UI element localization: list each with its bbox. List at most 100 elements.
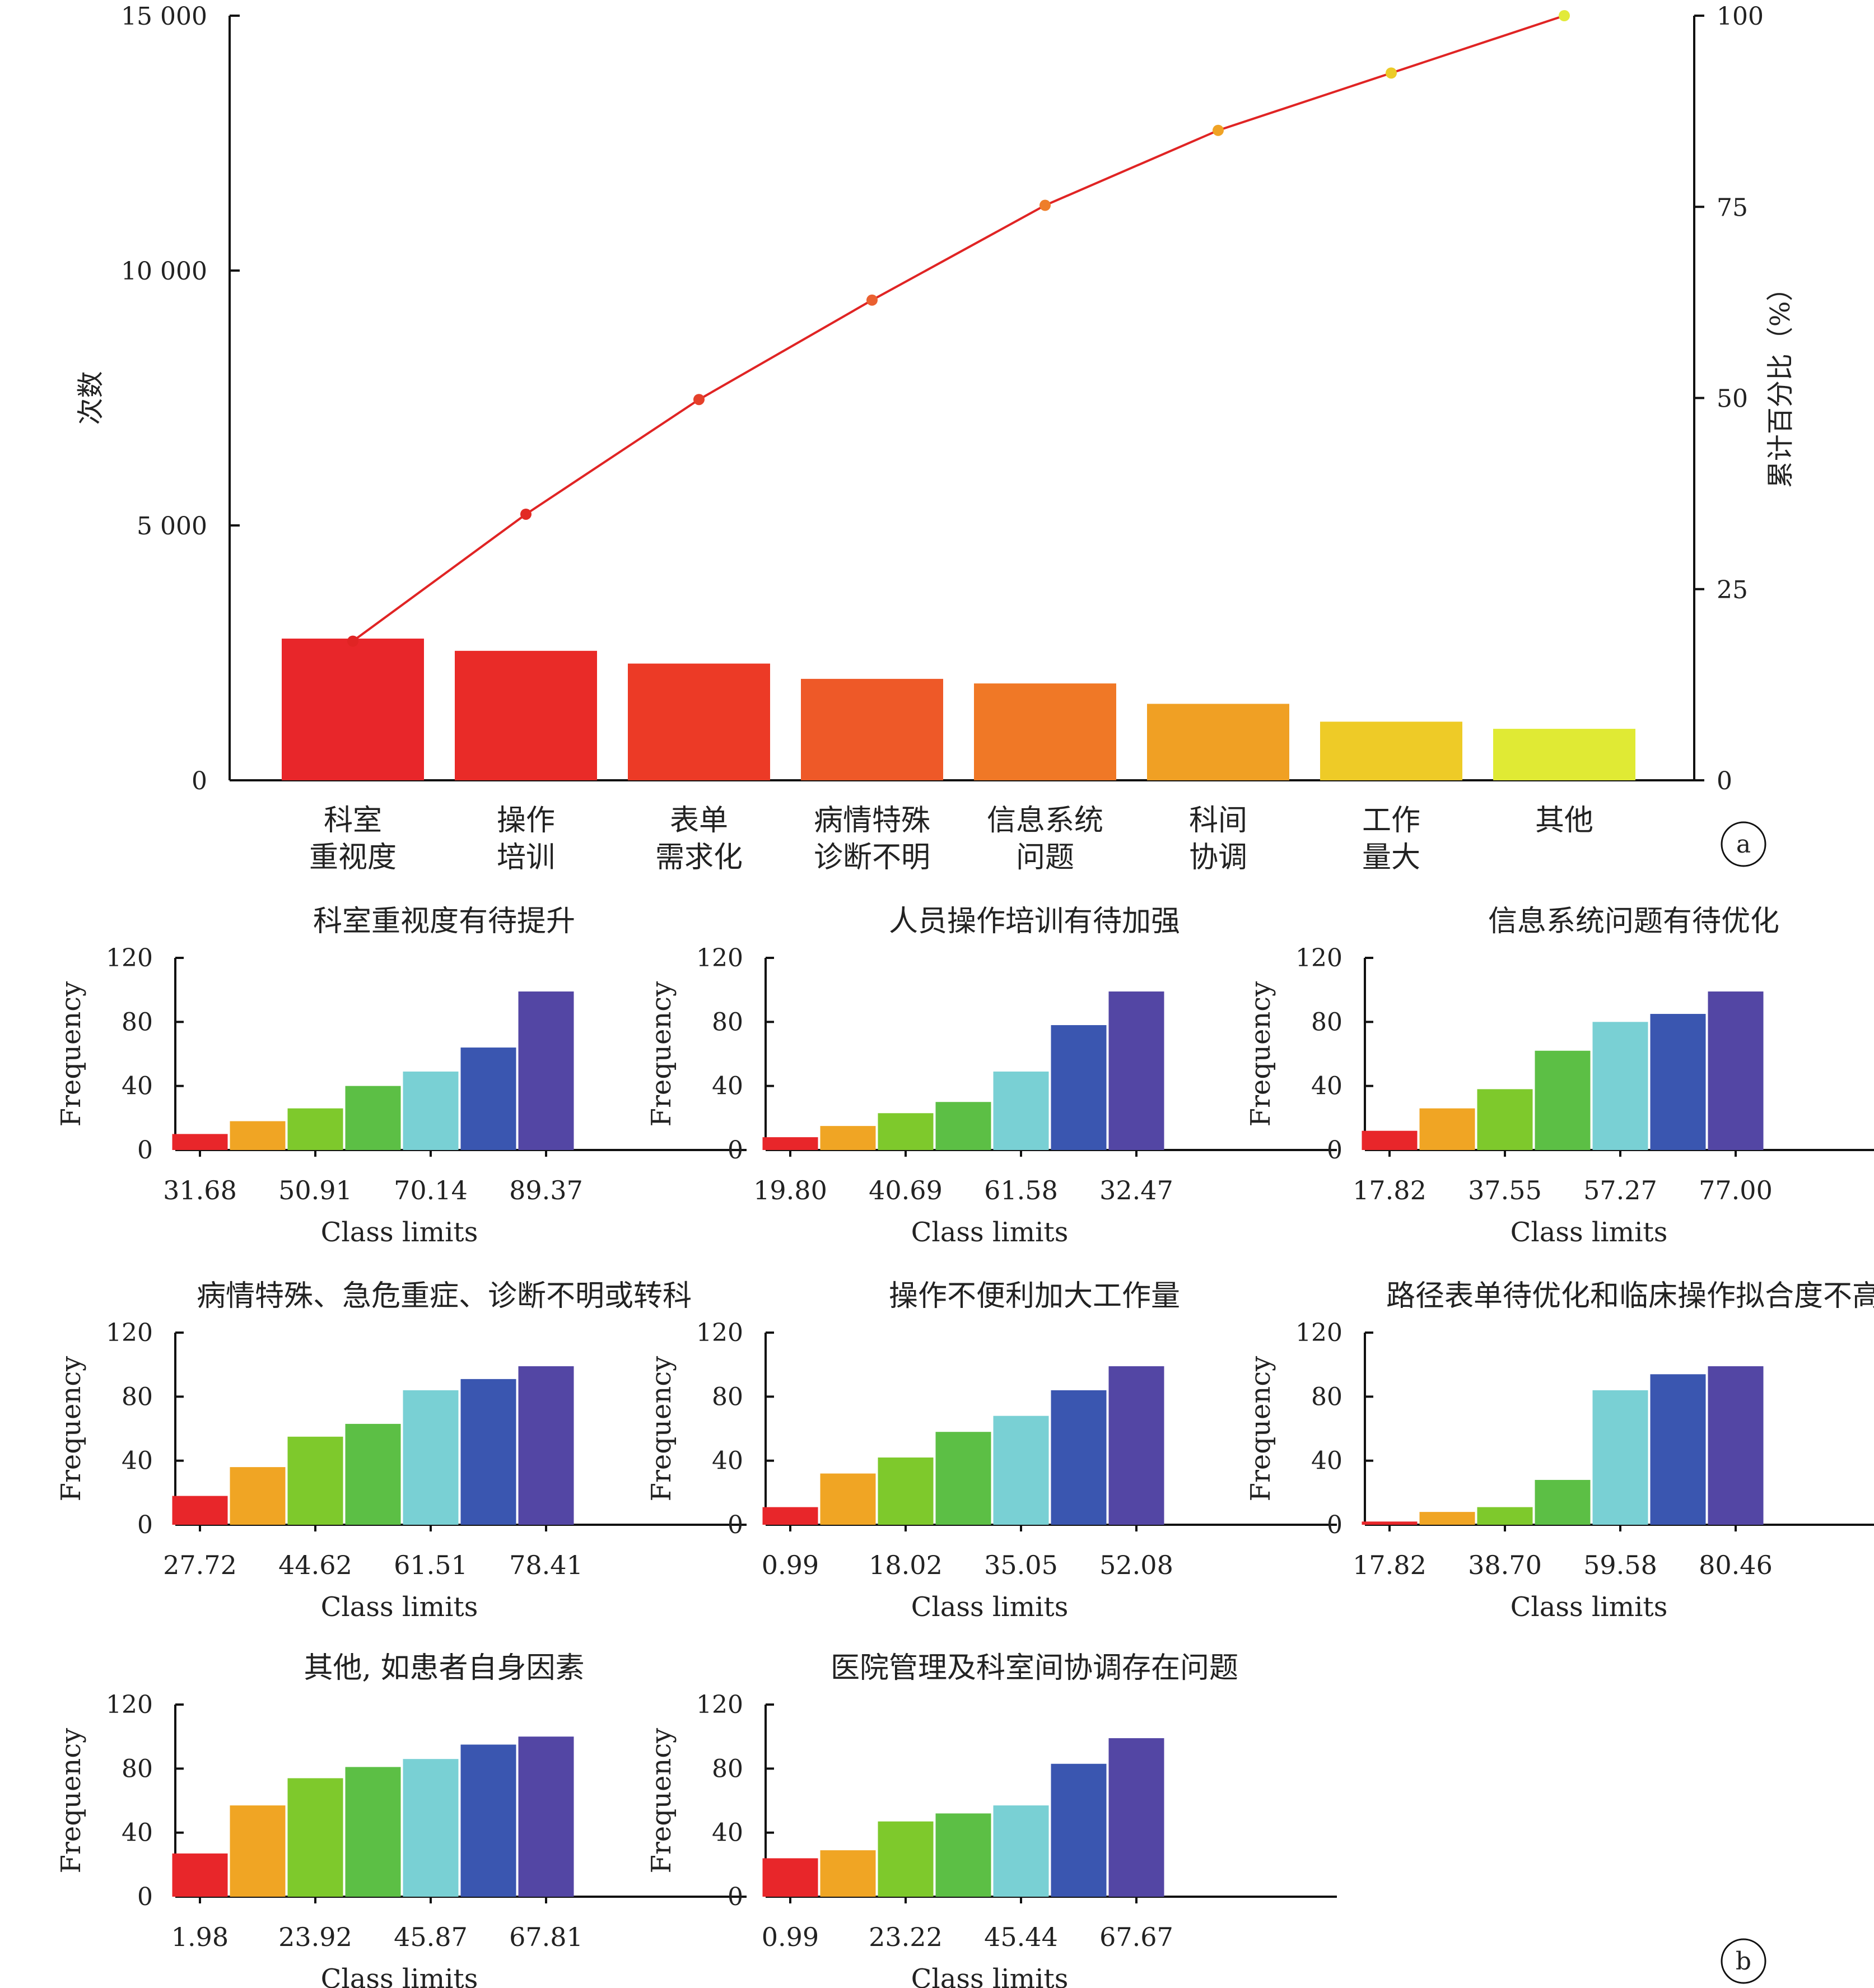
histogram-panel: 病情特殊、急危重症、诊断不明或转科 0 40 80 120 27.72 44.62 61.51… [55,1279,747,1623]
histogram-x-tick-label: 27.72 [163,1550,237,1580]
pareto-bar [1147,704,1289,780]
histogram-y-tick-label: 80 [122,1382,153,1411]
histogram-y-axis-label: Frequency [1245,981,1276,1127]
histogram-bar [1535,1050,1591,1150]
histogram-y-tick-label: 0 [137,1511,153,1539]
histogram-x-tick-label: 17.82 [1353,1175,1427,1205]
histogram-x-tick-label: 80.46 [1699,1550,1773,1580]
histogram-x-axis-label: Class limits [911,1591,1069,1623]
histogram-bar [460,1047,516,1150]
left-y-tick-label: 0 [192,767,207,795]
histogram-x-tick-label: 37.55 [1468,1175,1542,1205]
category-label: 量大 [1362,841,1420,874]
left-y-tick-label: 5 000 [137,512,207,541]
histogram-x-tick-label: 67.81 [509,1922,583,1952]
histogram-panel: 路径表单待优化和临床操作拟合度不高 0 40 80 120 17.82 38.70 59.58… [1245,1279,1874,1623]
histogram-bar [1419,1108,1475,1150]
pareto-bar [974,683,1116,780]
histogram-bar [230,1805,286,1897]
histogram-title: 人员操作培训有待加强 [889,905,1180,938]
category-label: 问题 [1016,841,1074,874]
histogram-y-axis-label: Frequency [646,1356,677,1502]
histogram-x-tick-label: 19.80 [753,1175,827,1205]
histogram-y-tick-label: 0 [1327,1511,1342,1539]
histogram-title: 其他, 如患者自身因素 [304,1651,584,1685]
histogram-x-tick-label: 57.27 [1583,1175,1657,1205]
panel-label-a-circle [1721,821,1766,867]
histogram-bar [518,1736,574,1897]
histogram-y-tick-label: 40 [712,1819,743,1847]
histogram-x-tick-label: 50.91 [278,1175,352,1205]
histogram-y-tick-label: 120 [696,1319,743,1347]
histogram-x-tick-label: 67.67 [1099,1922,1173,1952]
histogram-bar [993,1416,1049,1525]
histogram-x-tick-label: 18.02 [869,1550,943,1580]
right-y-tick-label: 100 [1717,2,1764,31]
category-label: 重视度 [309,841,397,874]
histogram-bar [1592,1390,1648,1525]
histogram-x-tick-label: 45.87 [394,1922,468,1952]
panel-label-b-badge: b [1721,1938,1766,1984]
category-label: 表单 [670,804,728,837]
histogram-bar [230,1121,286,1150]
cumulative-line [352,15,1565,643]
histogram-y-tick-label: 0 [728,1883,743,1911]
histogram-bar [230,1467,286,1525]
histogram-title: 路径表单待优化和临床操作拟合度不高 [1386,1279,1874,1313]
histogram-y-tick-label: 80 [1311,1008,1342,1036]
histogram-bar [993,1805,1049,1897]
panel-label-a-badge: a [1721,821,1766,867]
histogram-y-axis-label: Frequency [55,1356,87,1502]
histogram-y-tick-label: 120 [106,1691,153,1719]
histogram-y-tick-label: 40 [712,1447,743,1475]
histogram-y-axis-label: Frequency [1245,1356,1276,1502]
histogram-bar [762,1507,818,1525]
histogram-bar [1051,1390,1107,1525]
histogram-panel: 医院管理及科室间协调存在问题 0 40 80 120 0.99 23.22 45.44 67.6… [646,1651,1337,1988]
histogram-y-tick-label: 80 [712,1754,743,1783]
histogram-bar [172,1853,228,1897]
histogram-bar [172,1134,228,1150]
histogram-y-tick-label: 40 [122,1819,153,1847]
histogram-y-tick-label: 80 [1311,1382,1342,1411]
pareto-chart: 0 5 000 10 000 15 000 0 25 50 75 100 次数 累计百分比（%） 科室… [75,2,1796,874]
histogram-x-tick-label: 61.58 [984,1175,1058,1205]
category-label: 操作 [497,804,555,837]
histogram-x-tick-label: 17.82 [1353,1550,1427,1580]
histogram-y-tick-label: 40 [1311,1447,1342,1475]
histogram-x-tick-label: 0.99 [762,1550,819,1580]
histogram-y-tick-label: 0 [728,1136,743,1165]
cumulative-point [520,508,532,520]
histogram-bar [935,1102,991,1150]
histogram-bar [1108,1366,1164,1525]
cumulative-point [347,635,358,647]
histogram-y-tick-label: 80 [122,1754,153,1783]
histogram-bar [518,1366,574,1525]
histogram-panel: 其他, 如患者自身因素 0 40 80 120 1.98 23.92 45.87 67.81 Cl… [55,1651,747,1988]
pareto-bar [801,678,943,780]
histogram-y-tick-label: 0 [1327,1136,1342,1165]
histogram-y-tick-label: 120 [106,944,153,972]
histogram-bar [1535,1479,1591,1525]
histogram-bar [820,1850,876,1897]
histogram-bar [287,1436,343,1525]
histogram-bar [1650,1014,1706,1150]
cumulative-point [1386,67,1397,79]
histogram-bar [403,1390,459,1525]
histogram-y-tick-label: 80 [712,1008,743,1036]
histogram-x-axis-label: Class limits [321,1217,478,1248]
cumulative-point [1039,199,1051,211]
histogram-y-axis-label: Frequency [55,1728,87,1874]
histogram-bar [172,1496,228,1525]
histogram-x-tick-label: 77.00 [1699,1175,1773,1205]
histogram-y-tick-label: 40 [122,1447,153,1475]
histogram-title: 医院管理及科室间协调存在问题 [831,1651,1238,1685]
histogram-bar [345,1767,401,1897]
histogram-y-tick-label: 120 [696,1691,743,1719]
histogram-x-tick-label: 78.41 [509,1550,583,1580]
cumulative-point [1213,124,1224,136]
right-y-axis-label: 累计百分比（%） [1765,274,1796,488]
histogram-x-tick-label: 32.47 [1099,1175,1173,1205]
histogram-x-axis-label: Class limits [1511,1217,1668,1248]
